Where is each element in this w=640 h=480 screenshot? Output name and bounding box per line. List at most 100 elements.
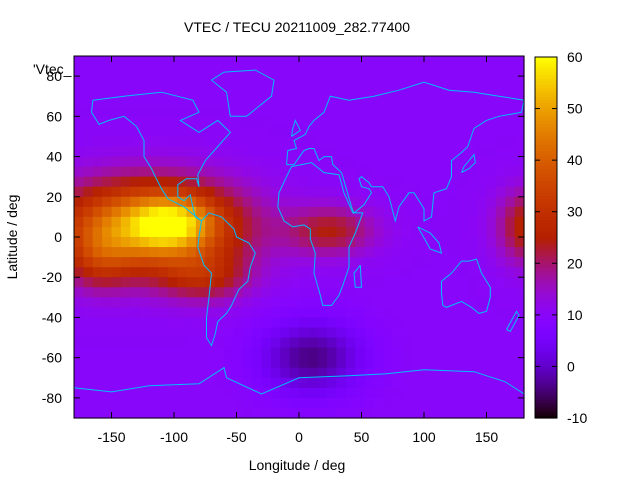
heatmap-cell	[383, 247, 394, 258]
heatmap-cell	[149, 307, 159, 319]
heatmap-cell	[149, 377, 159, 389]
heatmap-cell	[345, 327, 356, 339]
heatmap-cell	[205, 96, 216, 107]
heatmap-cell	[477, 56, 488, 67]
heatmap-cell	[336, 347, 347, 359]
heatmap-cell	[355, 146, 366, 158]
heatmap-cell	[430, 86, 441, 97]
heatmap-cell	[411, 397, 422, 409]
heatmap-cell	[467, 317, 478, 329]
heatmap-cell	[420, 277, 431, 288]
heatmap-cell	[233, 126, 244, 138]
heatmap-cell	[242, 287, 253, 298]
heatmap-cell	[233, 156, 244, 168]
heatmap-cell	[345, 297, 356, 308]
heatmap-cell	[120, 146, 131, 158]
heatmap-cell	[139, 317, 150, 329]
heatmap-cell	[364, 216, 375, 228]
colorbar-step	[535, 261, 557, 266]
heatmap-cell	[205, 66, 216, 77]
heatmap-cell	[186, 86, 197, 97]
heatmap-cell	[149, 357, 159, 369]
heatmap-cell	[261, 66, 272, 77]
heatmap-cell	[355, 226, 366, 238]
heatmap-cell	[327, 267, 338, 278]
heatmap-cell	[149, 297, 159, 308]
x-axis: -150 -100 -50 0 50 100 150	[97, 56, 498, 445]
colorbar-step	[535, 102, 557, 106]
heatmap-cell	[458, 226, 469, 238]
colorbar-step	[535, 195, 557, 199]
heatmap-cell	[402, 257, 413, 268]
heatmap-cell	[477, 146, 488, 158]
heatmap-cell	[299, 307, 309, 319]
heatmap-cell	[177, 86, 188, 97]
heatmap-cell	[345, 377, 356, 389]
colorbar-step	[535, 381, 557, 386]
heatmap-cell	[449, 387, 459, 399]
heatmap-cell	[289, 216, 300, 228]
heatmap-cell	[458, 407, 469, 419]
heatmap-cell	[383, 206, 394, 218]
colorbar-step	[535, 153, 557, 157]
heatmap-cell	[195, 327, 206, 339]
heatmap-cell	[92, 267, 103, 278]
heatmap-cell	[317, 86, 328, 97]
heatmap-cell	[120, 327, 131, 339]
heatmap-cell	[102, 287, 113, 298]
heatmap-cell	[289, 347, 300, 359]
heatmap-cell	[139, 377, 150, 389]
heatmap-cell	[224, 116, 234, 127]
heatmap-cell	[280, 347, 291, 359]
heatmap-cell	[420, 106, 431, 117]
heatmap-cell	[83, 196, 94, 208]
heatmap-cell	[130, 267, 141, 278]
heatmap-cell	[505, 166, 516, 178]
heatmap-cell	[92, 237, 103, 248]
colorbar-step	[535, 288, 557, 293]
heatmap-cell	[299, 367, 309, 379]
chart-title: VTEC / TECU 20211009_282.77400	[184, 19, 410, 35]
colorbar-step	[535, 369, 557, 374]
heatmap-cell	[186, 226, 197, 238]
heatmap-cell	[280, 257, 291, 268]
heatmap-cell	[214, 96, 225, 107]
heatmap-cell	[458, 216, 469, 228]
heatmap-cell	[477, 327, 488, 339]
heatmap-cell	[139, 206, 150, 218]
heatmap-cell	[289, 86, 300, 97]
heatmap-cell	[83, 347, 94, 359]
heatmap-cell	[486, 136, 497, 148]
heatmap-cell	[420, 327, 431, 339]
heatmap-cell	[186, 66, 197, 77]
colorbar-step	[535, 99, 557, 103]
heatmap-cell	[74, 317, 84, 329]
heatmap-cell	[83, 287, 94, 298]
heatmap-cell	[158, 247, 169, 258]
heatmap-cell	[486, 397, 497, 409]
heatmap-cell	[186, 216, 197, 228]
heatmap-cell	[467, 267, 478, 278]
heatmap-cell	[242, 327, 253, 339]
heatmap-cell	[505, 116, 516, 127]
heatmap-cell	[261, 116, 272, 127]
heatmap-cell	[430, 287, 441, 298]
heatmap-cell	[252, 76, 263, 87]
heatmap-cell	[308, 66, 319, 77]
heatmap-cell	[139, 86, 150, 97]
heatmap-cell	[120, 247, 131, 258]
heatmap-cell	[186, 106, 197, 117]
heatmap-cell	[195, 226, 206, 238]
heatmap-cell	[449, 267, 459, 278]
heatmap-cell	[439, 116, 450, 127]
heatmap-cell	[327, 387, 338, 399]
heatmap-cell	[439, 206, 450, 218]
heatmap-cell	[345, 317, 356, 329]
heatmap-cell	[83, 277, 94, 288]
heatmap-cell	[392, 277, 403, 288]
heatmap-cell	[102, 76, 113, 87]
colorbar-step	[535, 258, 557, 263]
heatmap-cell	[167, 297, 178, 308]
heatmap-cell	[102, 56, 113, 67]
